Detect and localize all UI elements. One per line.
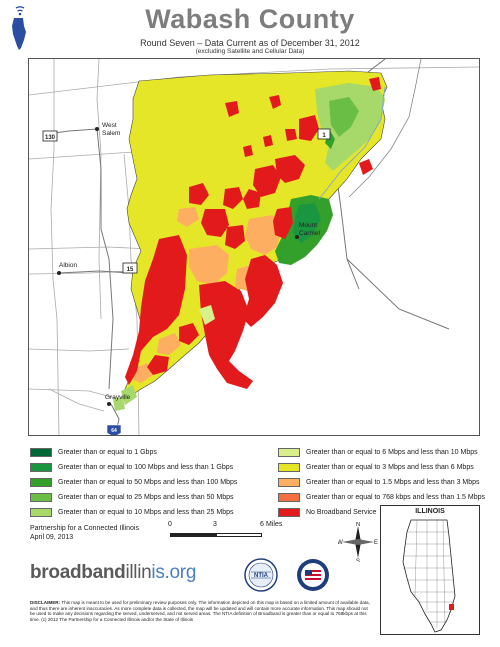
scale-segment	[170, 533, 216, 537]
scale-tick-0: 0	[168, 521, 172, 528]
legend-item-1gbps: Greater than or equal to 1 Gbps	[30, 446, 157, 458]
scale-bar: 0 3 6 Miles	[168, 521, 282, 547]
inset-title: ILLINOIS	[415, 508, 445, 515]
compass-s: S	[356, 559, 360, 562]
ntia-seal-label: NTIA	[254, 573, 269, 579]
mount-carmel-marker	[295, 235, 299, 239]
legend-item-6mbps: Greater than or equal to 6 Mbps and less…	[278, 446, 478, 458]
compass-n: N	[356, 522, 360, 528]
svg-text:15: 15	[127, 267, 134, 273]
page-subtitle: Round Seven – Data Current as of Decembe…	[140, 38, 360, 48]
legend-swatch	[30, 447, 52, 457]
scale-unit: Miles	[266, 521, 283, 528]
illinois-wifi-logo	[12, 6, 26, 50]
compass-e: E	[374, 540, 378, 546]
scale-tick-3: 3	[213, 521, 217, 528]
interstate-shield-64: 64	[106, 424, 122, 435]
legend-swatch	[278, 462, 300, 472]
mount-carmel-label-2: Carmel	[299, 230, 321, 237]
page-subtitle-note: (excluding Satellite and Cellular Data)	[195, 48, 305, 55]
west-salem-marker	[95, 127, 99, 131]
legend-swatch	[278, 492, 300, 502]
map-credit: Partnership for a Connected Illinois Apr…	[30, 525, 139, 541]
county-map: 130 1 15 64 West Salem Mount Carmel Albi…	[28, 58, 480, 436]
road-shield-130: 130	[42, 130, 58, 142]
legend-swatch	[278, 507, 300, 517]
legend-item-25mbps: Greater than or equal to 25 Mbps and les…	[30, 491, 234, 503]
albion-label: Albion	[59, 262, 77, 269]
west-salem-label: West	[102, 122, 117, 129]
legend-swatch	[278, 477, 300, 487]
grayville-marker	[107, 402, 111, 406]
wabash-county-highlight	[449, 604, 454, 610]
scale-segment	[216, 533, 262, 537]
legend-swatch	[30, 462, 52, 472]
legend-item-10mbps: Greater than or equal to 10 Mbps and les…	[30, 506, 234, 518]
legend-item-no-service: No Broadband Service	[278, 506, 376, 518]
compass-w: W	[338, 540, 343, 546]
west-salem-label-2: Salem	[102, 130, 120, 137]
grayville-label: Grayville	[105, 394, 131, 401]
legend-swatch	[278, 447, 300, 457]
svg-text:64: 64	[111, 428, 117, 434]
illinois-inset-map: ILLINOIS	[380, 505, 480, 635]
broadbandillinois-logo: broadbandillinis.org	[30, 562, 197, 583]
legend-swatch	[30, 477, 52, 487]
ntia-seal-icon: NTIA	[244, 558, 278, 592]
road-shield-15: 15	[122, 262, 138, 274]
legend-item-100mbps: Greater than or equal to 100 Mbps and le…	[30, 461, 233, 473]
broadband-usa-seal-icon	[297, 559, 329, 591]
legend-item-768kbps: Greater than or equal to 768 kbps and le…	[278, 491, 485, 503]
scale-tick-6: 6	[260, 521, 264, 528]
disclaimer: DISCLAIMER: This map is meant to be used…	[30, 600, 370, 622]
compass-rose-icon: N S E W	[338, 522, 378, 562]
svg-text:1: 1	[322, 133, 326, 139]
legend-item-1-5mbps: Greater than or equal to 1.5 Mbps and le…	[278, 476, 480, 488]
road-shield-1: 1	[317, 128, 331, 140]
legend: Greater than or equal to 1 Gbps Greater …	[28, 446, 485, 520]
legend-swatch	[30, 492, 52, 502]
legend-swatch	[30, 507, 52, 517]
page-title: Wabash County	[145, 4, 355, 34]
albion-marker	[57, 271, 61, 275]
svg-text:130: 130	[45, 135, 56, 141]
mount-carmel-label: Mount	[299, 222, 317, 229]
legend-item-50mbps: Greater than or equal to 50 Mbps and les…	[30, 476, 237, 488]
legend-item-3mbps: Greater than or equal to 3 Mbps and less…	[278, 461, 474, 473]
